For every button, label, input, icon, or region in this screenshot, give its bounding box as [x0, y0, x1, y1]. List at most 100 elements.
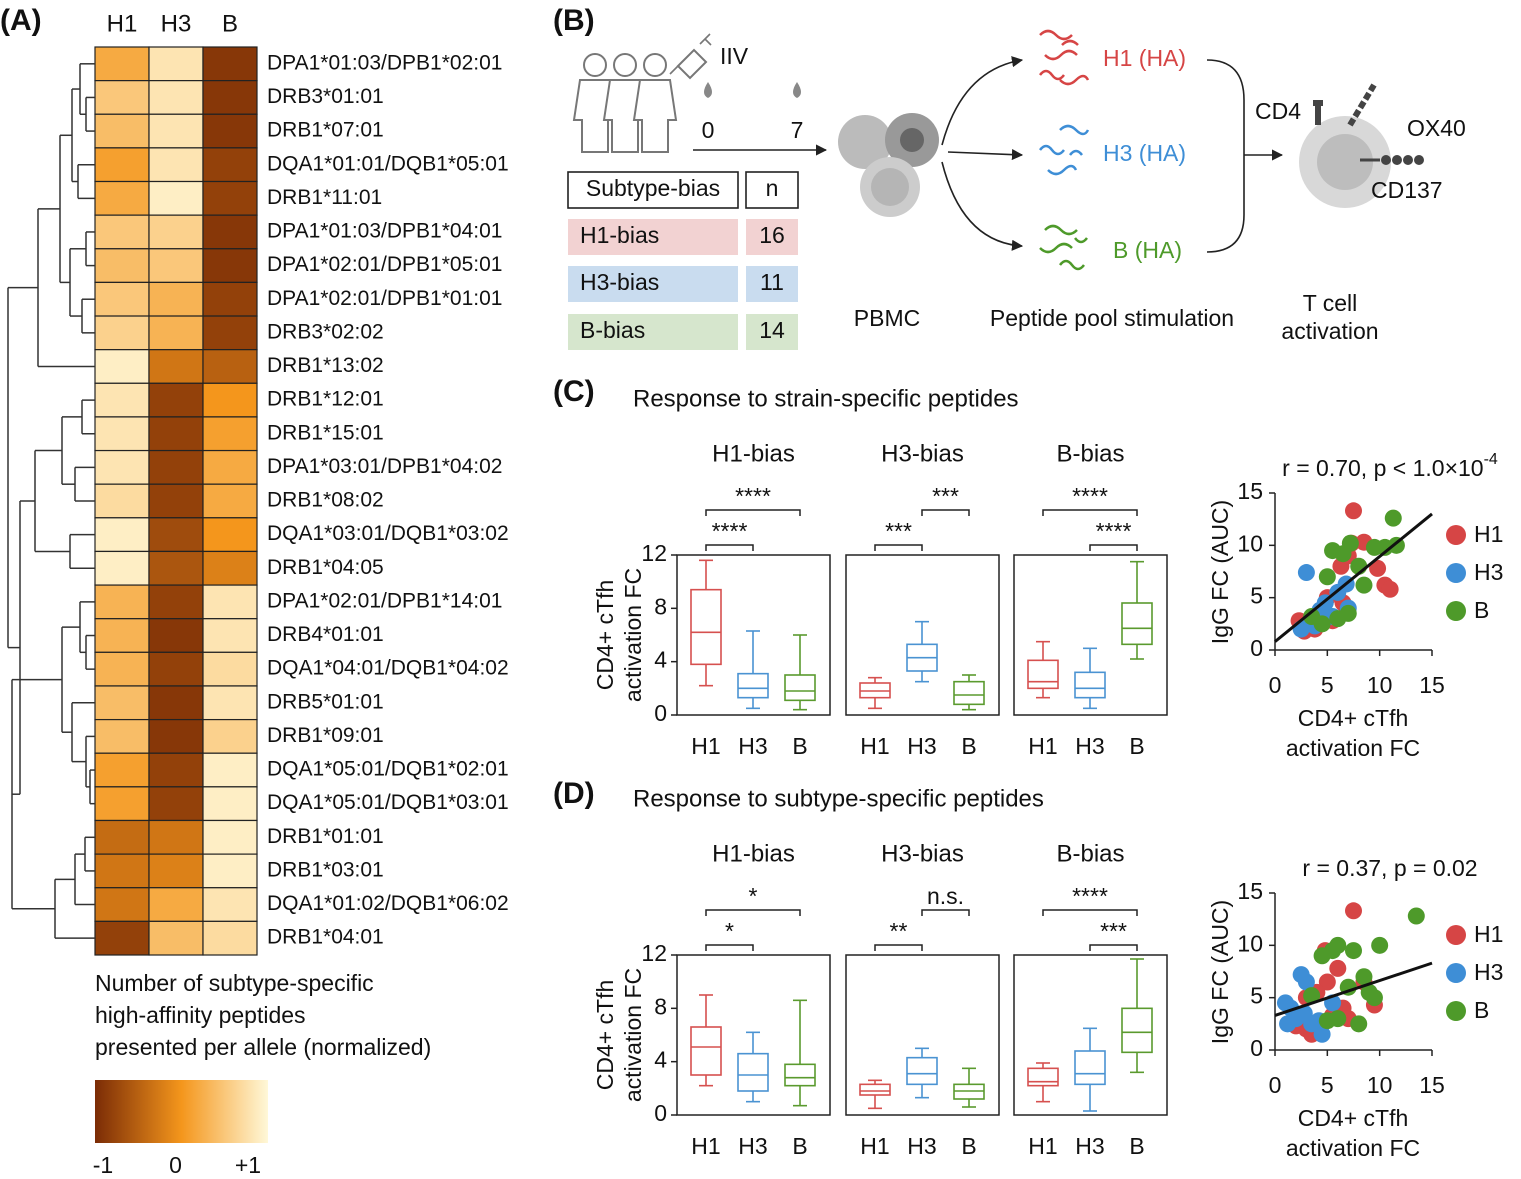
heatmap-cell [94, 281, 150, 317]
row-label: DQA1*04:01/DQB1*04:02 [267, 657, 509, 680]
panel-label: (A) [0, 4, 42, 37]
significance-label: **** [1072, 483, 1108, 509]
heatmap-cell [94, 550, 150, 586]
heatmap-cell [148, 449, 204, 485]
x-tick-label: H3 [1075, 1133, 1104, 1159]
plot-frame [1013, 554, 1168, 716]
colorbar-tick-label: 0 [169, 1152, 182, 1178]
table-cell [568, 219, 738, 255]
heatmap-cell [202, 618, 258, 653]
heatmap-cell [94, 248, 150, 284]
significance-label: **** [1096, 518, 1132, 544]
heatmap-cell [202, 786, 258, 822]
y-tick-label: 12 [641, 940, 667, 966]
subplot-title: H3-bias [881, 440, 964, 467]
x-axis-label: activation FC [1286, 735, 1420, 761]
cells-label: PBMC [854, 305, 920, 331]
row-label: DRB4*01:01 [267, 623, 384, 646]
marker-label: CD137 [1371, 177, 1443, 203]
x-tick-label: H1 [1028, 733, 1057, 759]
row-label: DQA1*01:02/DQB1*06:02 [267, 892, 509, 915]
significance-bracket [1089, 544, 1138, 551]
table-text: H1-bias [580, 222, 659, 248]
y-tick-label: 10 [1237, 930, 1263, 956]
legend-marker [1446, 1001, 1466, 1021]
row-label: DPA1*01:03/DPB1*04:01 [267, 220, 502, 243]
heatmap-cell [148, 147, 204, 183]
y-tick-label: 8 [654, 593, 667, 619]
significance-label: *** [1100, 918, 1127, 944]
heatmap-cell [202, 214, 258, 250]
heatmap-cell [202, 584, 258, 620]
t-cell-icon [1299, 83, 1424, 208]
significance-label: * [749, 883, 758, 909]
x-tick-label: H1 [1028, 1133, 1057, 1159]
scatter-point [1345, 902, 1362, 920]
subplot-title: H1-bias [712, 840, 795, 867]
y-tick-label: 4 [654, 647, 667, 673]
y-tick-label: 0 [654, 1100, 667, 1126]
scatter-point [1303, 1015, 1321, 1033]
panel-title: Response to strain-specific peptides [633, 385, 1019, 412]
x-tick-label: H1 [860, 733, 889, 759]
stimulation-label: Peptide pool stimulation [990, 305, 1234, 331]
heatmap-cell [94, 382, 150, 418]
legend-marker [1446, 601, 1466, 621]
heatmap-cell [94, 517, 150, 553]
heatmap-cell [202, 853, 258, 889]
heatmap-cell [148, 113, 204, 149]
scatter-point [1341, 534, 1359, 552]
y-axis-label: activation FC [620, 568, 646, 702]
heatmap-cell [148, 382, 204, 418]
day-label: 0 [702, 117, 715, 143]
scatter-title-text: r = 0.70, p < 1.0×10 [1282, 455, 1483, 481]
box [784, 1063, 816, 1087]
y-axis-label: CD4+ cTfh [592, 980, 618, 1091]
significance-label: n.s. [927, 883, 964, 909]
heatmap-cell [94, 113, 150, 149]
arrow [941, 161, 1024, 251]
heatmap-cell [148, 618, 204, 653]
legend-label: B [1474, 997, 1489, 1023]
plot-frame [845, 554, 1000, 716]
y-tick-label: 15 [1237, 478, 1263, 504]
heatmap-cell [148, 80, 204, 115]
heatmap-cell [202, 718, 258, 754]
heatmap-cell [148, 920, 204, 956]
x-tick-label: B [961, 733, 976, 759]
x-tick-label: H3 [907, 733, 936, 759]
people-icon [572, 53, 678, 153]
scatter-point [1303, 608, 1321, 626]
x-axis-label: CD4+ cTfh [1298, 705, 1409, 731]
heatmap-cell [94, 46, 150, 82]
legend-marker [1446, 963, 1466, 983]
significance-bracket [1042, 509, 1138, 516]
heatmap-cell [148, 416, 204, 452]
plot-frame [676, 954, 831, 1116]
significance-label: ** [890, 918, 908, 944]
table-text: 11 [760, 269, 784, 295]
significance-bracket [705, 544, 754, 551]
table-text: B-bias [580, 317, 645, 343]
significance-label: **** [712, 518, 748, 544]
heatmap-cell [94, 752, 150, 788]
table-cell [746, 266, 798, 302]
scatter-point [1381, 580, 1399, 598]
scatter-title: r = 0.70, p < 1.0×10-4 [1282, 451, 1498, 481]
row-label: DPA1*02:01/DPB1*05:01 [267, 253, 502, 276]
colorbar [95, 1080, 268, 1143]
row-label: DRB3*02:02 [267, 320, 384, 343]
x-tick-label: H3 [907, 1133, 936, 1159]
box [690, 1026, 722, 1076]
significance-bracket [874, 544, 923, 551]
heatmap-cell [202, 887, 258, 922]
row-label: DQA1*01:01/DQB1*05:01 [267, 152, 509, 175]
x-tick-label: 15 [1419, 1072, 1445, 1098]
heatmap-cell [148, 584, 204, 620]
y-tick-label: 5 [1250, 983, 1263, 1009]
heatmap-cell [148, 315, 204, 351]
x-axis-label: activation FC [1286, 1135, 1420, 1161]
heatmap-cell [148, 483, 204, 519]
heatmap-cell [202, 80, 258, 115]
y-tick-label: 0 [1250, 635, 1263, 661]
